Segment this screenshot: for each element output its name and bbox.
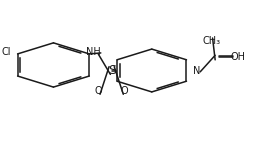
Text: O: O — [95, 86, 103, 96]
Text: N: N — [193, 66, 201, 75]
Text: NH: NH — [86, 47, 101, 57]
Text: OH: OH — [231, 52, 246, 62]
Text: S: S — [108, 64, 116, 77]
Text: CH₃: CH₃ — [202, 36, 220, 46]
Text: Cl: Cl — [1, 47, 11, 57]
Text: O: O — [121, 86, 128, 96]
